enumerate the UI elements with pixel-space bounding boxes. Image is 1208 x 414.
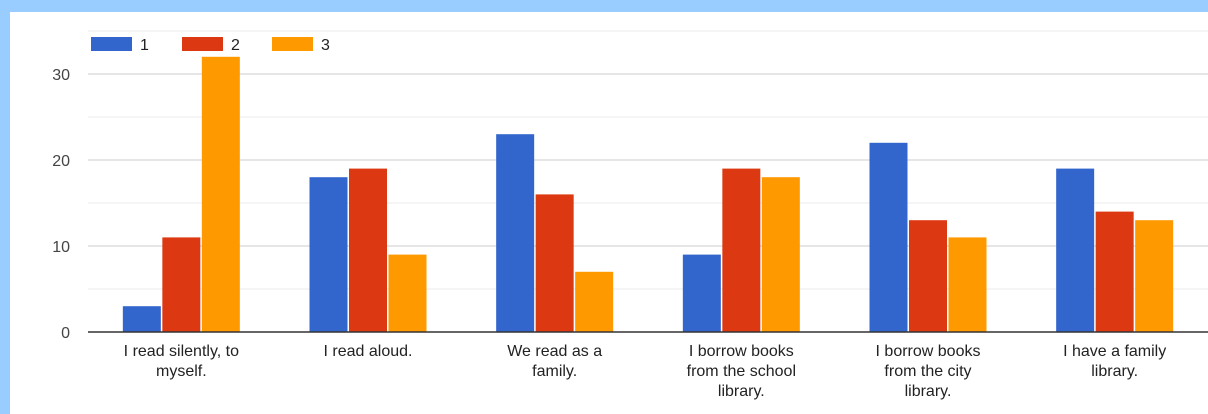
bar-series-1-cat-6[interactable] (1056, 168, 1095, 332)
x-category-label-line: I borrow books (689, 343, 794, 360)
bar-series-3-cat-4[interactable] (761, 177, 800, 332)
bar-series-1-cat-2[interactable] (309, 177, 348, 332)
y-tick-label: 10 (52, 239, 70, 256)
bar-series-3-cat-2[interactable] (388, 254, 427, 332)
legend-label-2: 2 (231, 37, 240, 54)
chart-frame: 0 10 20 30 I read silently, to myself. I read… (10, 12, 1208, 414)
legend-swatch-2 (182, 37, 223, 51)
y-tick-label: 30 (52, 67, 70, 84)
bar-series-2-cat-1[interactable] (162, 237, 201, 332)
bar-series-2-cat-3[interactable] (535, 194, 574, 332)
x-category-label-line: I borrow books (876, 343, 981, 360)
x-category-label-line: from the school (687, 363, 796, 380)
bar-series-2-cat-4[interactable] (722, 168, 761, 332)
x-category-label-line: from the city (884, 363, 971, 380)
x-category-label-line: library. (1091, 363, 1138, 380)
x-category-label-line: myself. (156, 363, 207, 380)
x-category-label-line: library. (905, 383, 952, 400)
x-category-label: I borrow books from the school library. (687, 343, 796, 400)
legend-label-1: 1 (140, 37, 149, 54)
category-labels: I read silently, to myself. I read aloud. W… (124, 343, 1167, 400)
x-category-label: I borrow books from the city library. (876, 343, 981, 400)
bar-series-2-cat-5[interactable] (909, 220, 947, 332)
bar-series-1-cat-3[interactable] (496, 134, 535, 332)
x-category-label: I have a family library. (1063, 343, 1166, 380)
x-category-label: I read silently, to myself. (124, 343, 239, 380)
y-axis-ticks: 0 10 20 30 (52, 67, 70, 342)
bar-series-3-cat-6[interactable] (1135, 220, 1174, 332)
y-tick-label: 0 (61, 325, 70, 342)
legend: 1 2 3 (91, 37, 330, 54)
x-category-label: We read as a family. (507, 343, 602, 380)
bar-series-1-cat-5[interactable] (869, 142, 908, 332)
gridlines (88, 30, 1208, 290)
bars (122, 56, 1174, 333)
bar-series-1-cat-4[interactable] (682, 254, 721, 332)
legend-swatch-3 (272, 37, 313, 51)
legend-swatch-1 (91, 37, 132, 51)
bar-series-3-cat-1[interactable] (201, 56, 240, 333)
bar-series-3-cat-5[interactable] (948, 237, 987, 332)
x-category-label-line: library. (718, 383, 765, 400)
x-category-label-line: We read as a (507, 343, 602, 360)
x-category-label-line: family. (532, 363, 577, 380)
x-category-label-line: I have a family (1063, 343, 1166, 360)
x-category-label: I read aloud. (324, 343, 413, 360)
legend-label-3: 3 (321, 37, 330, 54)
x-category-label-line: I read aloud. (324, 343, 413, 360)
bar-series-2-cat-6[interactable] (1095, 211, 1134, 332)
y-tick-label: 20 (52, 153, 70, 170)
x-category-label-line: I read silently, to (124, 343, 239, 360)
bar-series-1-cat-1[interactable] (122, 306, 161, 332)
bar-series-2-cat-2[interactable] (349, 168, 387, 332)
bar-series-3-cat-3[interactable] (575, 271, 614, 332)
